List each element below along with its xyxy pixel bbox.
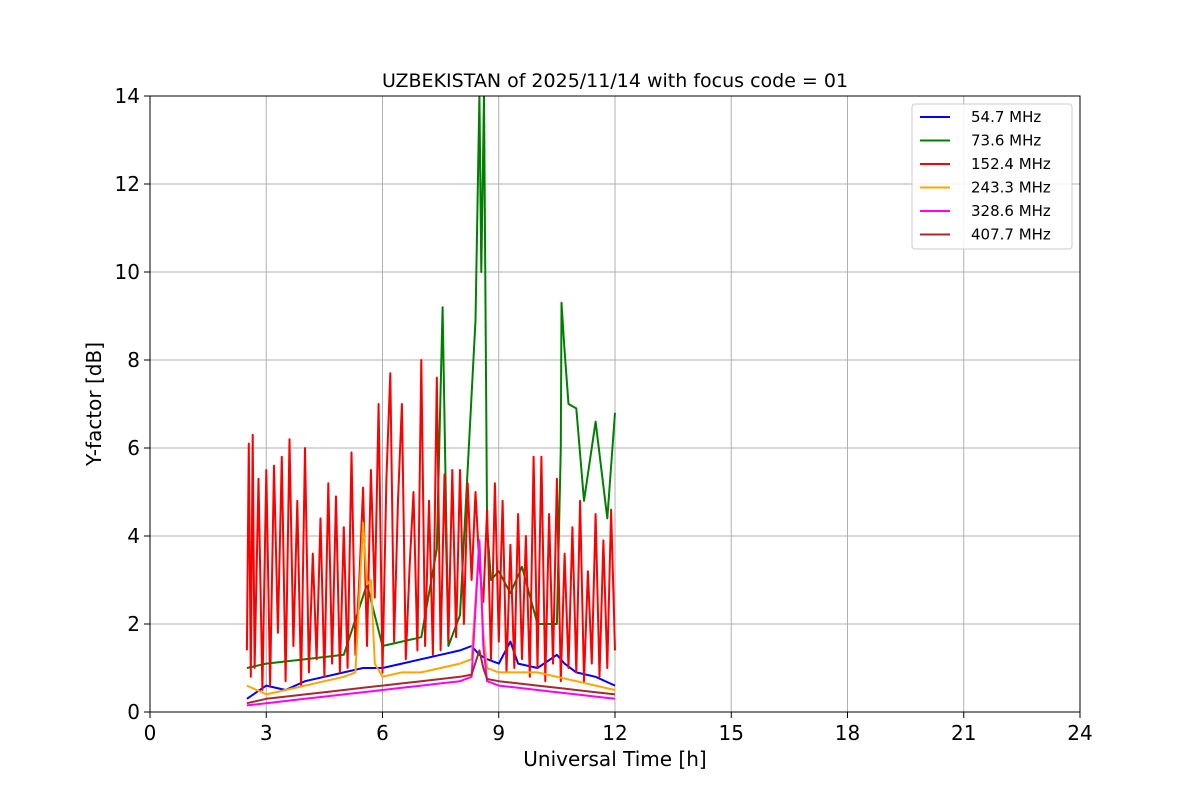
x-tick-label: 12 (602, 721, 627, 745)
series-line-2 (245, 359, 616, 691)
legend-label: 54.7 MHz (971, 108, 1041, 126)
x-tick-label: 3 (260, 721, 273, 745)
series-line-4 (246, 539, 616, 707)
y-tick-label: 0 (127, 700, 140, 724)
legend: 54.7 MHz 73.6 MHz 152.4 MHz 243.3 MHz 328.6… (911, 103, 1073, 250)
chart-title: UZBEKISTAN of 2025/11/14 with focus code… (382, 70, 848, 92)
x-tick-label: 15 (719, 721, 744, 745)
y-axis: 0 2 4 6 8 10 12 14 (115, 84, 150, 724)
x-tick-label: 21 (951, 721, 976, 745)
y-tick-label: 14 (115, 84, 140, 108)
x-tick-label: 9 (492, 721, 505, 745)
legend-box (911, 103, 1073, 250)
legend-label: 73.6 MHz (971, 132, 1041, 150)
x-tick-label: 18 (835, 721, 860, 745)
legend-label: 407.7 MHz (971, 226, 1051, 244)
series-group (245, 96, 616, 707)
y-tick-label: 8 (127, 348, 140, 372)
x-axis: 0 3 6 9 12 15 18 21 24 (144, 712, 1093, 745)
legend-label: 328.6 MHz (971, 202, 1051, 220)
plot-area (245, 96, 616, 707)
series-line-3 (246, 521, 616, 696)
y-tick-label: 12 (115, 172, 140, 196)
y-axis-label: Y-factor [dB] (82, 342, 106, 467)
x-tick-label: 0 (144, 721, 157, 745)
series-line-5 (246, 649, 616, 705)
series-line-0 (246, 640, 616, 700)
legend-label: 152.4 MHz (971, 155, 1051, 173)
x-tick-label: 6 (376, 721, 389, 745)
y-tick-label: 2 (127, 612, 140, 636)
legend-label: 243.3 MHz (971, 179, 1051, 197)
x-tick-label: 24 (1067, 721, 1092, 745)
y-tick-label: 4 (127, 524, 140, 548)
y-tick-label: 10 (115, 260, 140, 284)
x-axis-label: Universal Time [h] (523, 747, 706, 771)
y-tick-label: 6 (127, 436, 140, 460)
